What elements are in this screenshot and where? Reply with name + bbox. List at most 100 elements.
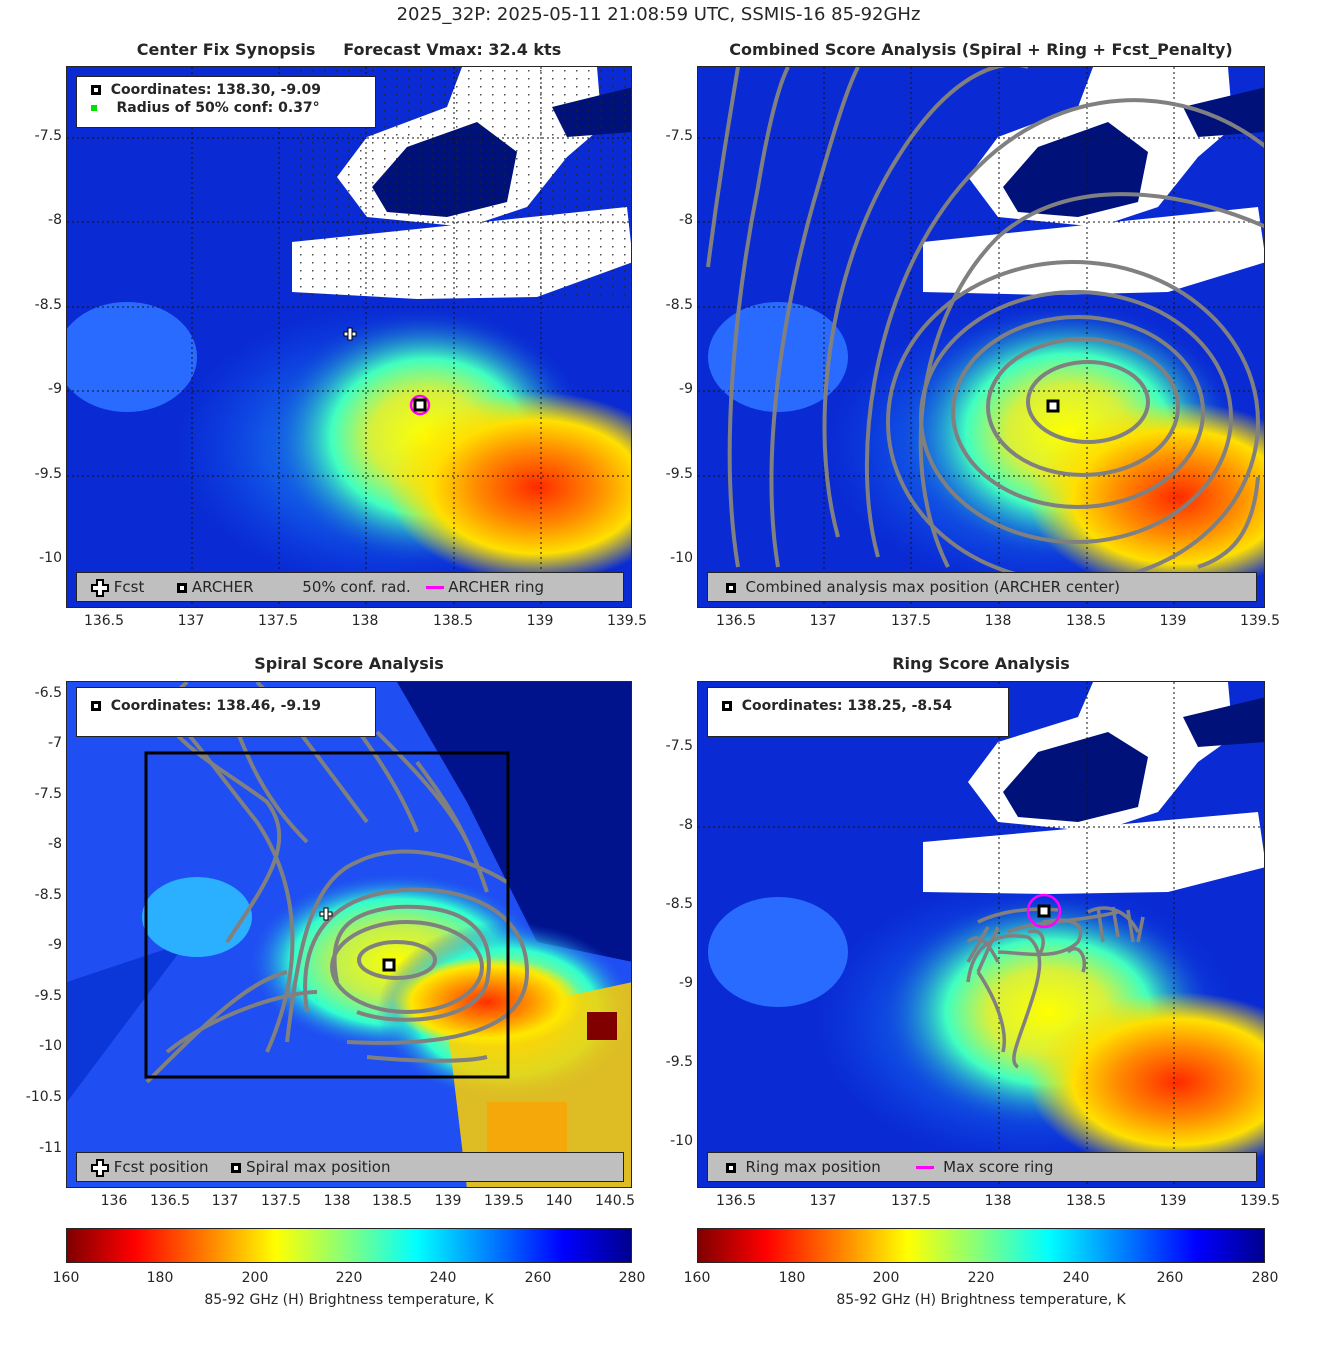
max-square-icon: [726, 582, 736, 593]
synopsis-radius: Radius of 50% conf: 0.37°: [116, 100, 320, 116]
xtick: 139.5: [1239, 613, 1281, 629]
xtick: 137: [177, 613, 205, 629]
cbar-tick: 180: [778, 1270, 806, 1286]
spiral-square-icon: [231, 1162, 242, 1173]
cbar-tick: 180: [146, 1270, 174, 1286]
xtick: 136.5: [715, 613, 757, 629]
cbar-tick: 260: [1156, 1270, 1184, 1286]
xtick: 139.5: [606, 613, 648, 629]
archer-square-icon: [177, 582, 188, 593]
archer-ring: [409, 394, 431, 416]
combined-contours: [706, 67, 1264, 584]
synopsis-title: Center Fix Synopsis Forecast Vmax: 32.4 …: [136, 40, 562, 59]
colorbar-left-label: 85-92 GHz (H) Brightness temperature, K: [204, 1292, 494, 1308]
ytick: -10: [39, 1038, 62, 1054]
colorbar-right: [697, 1228, 1265, 1263]
forecast-position-marker: [343, 327, 357, 341]
cbar-tick: 220: [335, 1270, 363, 1286]
xtick: 137.5: [257, 613, 299, 629]
ring-title: Ring Score Analysis: [892, 654, 1070, 673]
combined-title: Combined Score Analysis (Spiral + Ring +…: [729, 40, 1233, 59]
xtick: 136.5: [149, 1193, 191, 1209]
ytick: -9: [48, 937, 62, 953]
ring-info-box: Coordinates: 138.25, -8.54: [707, 687, 1009, 737]
ytick: -9: [679, 975, 693, 991]
ytick: -10.5: [25, 1089, 62, 1105]
spiral-search-box: [144, 751, 510, 1079]
fcst-plus-icon: [91, 578, 109, 597]
ytick: -10: [39, 550, 62, 566]
xtick: 138.5: [1065, 613, 1107, 629]
xtick: 139: [1159, 613, 1187, 629]
ytick: -9.5: [34, 466, 62, 482]
xtick: 136.5: [715, 1193, 757, 1209]
xtick: 137: [211, 1193, 239, 1209]
colorbar-left: [66, 1228, 632, 1263]
synopsis-map: Coordinates: 138.30, -9.09 Radius of 50%…: [66, 66, 632, 608]
xtick: 139: [526, 613, 554, 629]
spiral-marker-icon: [91, 701, 101, 711]
synopsis-legend: Fcst ARCHER 50% conf. rad. ARCHER ring: [76, 572, 624, 602]
combined-legend: Combined analysis max position (ARCHER c…: [707, 572, 1257, 602]
xtick: 136.5: [83, 613, 125, 629]
ytick: -11: [39, 1140, 62, 1156]
xtick: 139.5: [1239, 1193, 1281, 1209]
green-dot-icon: [91, 105, 97, 111]
ytick: -9.5: [34, 988, 62, 1004]
ytick: -6.5: [34, 685, 62, 701]
cbar-tick: 160: [683, 1270, 711, 1286]
synopsis-imagery: [67, 67, 631, 607]
xtick: 138: [984, 1193, 1012, 1209]
cbar-tick: 240: [429, 1270, 457, 1286]
xtick: 138: [984, 613, 1012, 629]
cbar-tick: 280: [618, 1270, 646, 1286]
xtick: 136: [100, 1193, 128, 1209]
ytick: -8.5: [665, 297, 693, 313]
ring-max-marker: [1037, 904, 1051, 918]
xtick: 137.5: [890, 613, 932, 629]
synopsis-info-box: Coordinates: 138.30, -9.09 Radius of 50%…: [76, 76, 376, 128]
colorbar-right-label: 85-92 GHz (H) Brightness temperature, K: [836, 1292, 1126, 1308]
xtick: 139: [434, 1193, 462, 1209]
xtick: 137.5: [260, 1193, 302, 1209]
ring-coordinates: Coordinates: 138.25, -8.54: [741, 698, 952, 714]
ytick: -10: [670, 1133, 693, 1149]
synopsis-coordinates: Coordinates: 138.30, -9.09: [110, 82, 321, 98]
ytick: -8: [48, 836, 62, 852]
ytick: -9.5: [665, 1054, 693, 1070]
xtick: 137: [809, 1193, 837, 1209]
ytick: -9.5: [665, 466, 693, 482]
xtick: 138: [323, 1193, 351, 1209]
cbar-tick: 160: [52, 1270, 80, 1286]
archer-marker-icon: [91, 85, 101, 95]
archer-center-marker: [413, 398, 427, 412]
ring-imagery: [698, 682, 1264, 1187]
ytick: -8: [679, 212, 693, 228]
combined-map: Combined analysis max position (ARCHER c…: [697, 66, 1265, 608]
magenta-line-icon: [425, 586, 444, 589]
spiral-legend: Fcst position Spiral max position: [76, 1152, 624, 1182]
ring-max-score-ring: [1026, 893, 1062, 929]
spiral-coordinates: Coordinates: 138.46, -9.19: [110, 698, 321, 714]
ytick: -8: [48, 212, 62, 228]
ytick: -7.5: [34, 786, 62, 802]
xtick: 137: [809, 613, 837, 629]
xtick: 140: [545, 1193, 573, 1209]
ytick: -7.5: [665, 128, 693, 144]
ring-square-icon: [726, 1162, 736, 1173]
xtick: 138: [351, 613, 379, 629]
cbar-tick: 200: [241, 1270, 269, 1286]
figure-title: 2025_32P: 2025-05-11 21:08:59 UTC, SSMIS…: [396, 4, 921, 25]
xtick: 138.5: [1065, 1193, 1107, 1209]
ring-legend: Ring max position Max score ring: [707, 1152, 1257, 1182]
xtick: 140.5: [594, 1193, 636, 1209]
spiral-map: Coordinates: 138.46, -9.19 Fcst position…: [66, 681, 632, 1188]
ytick: -9: [679, 381, 693, 397]
ytick: -8.5: [665, 896, 693, 912]
ytick: -10: [670, 550, 693, 566]
combined-max-marker: [1046, 399, 1060, 413]
ytick: -7.5: [665, 738, 693, 754]
xtick: 138.5: [371, 1193, 413, 1209]
ytick: -9: [48, 381, 62, 397]
ytick: -8.5: [34, 297, 62, 313]
